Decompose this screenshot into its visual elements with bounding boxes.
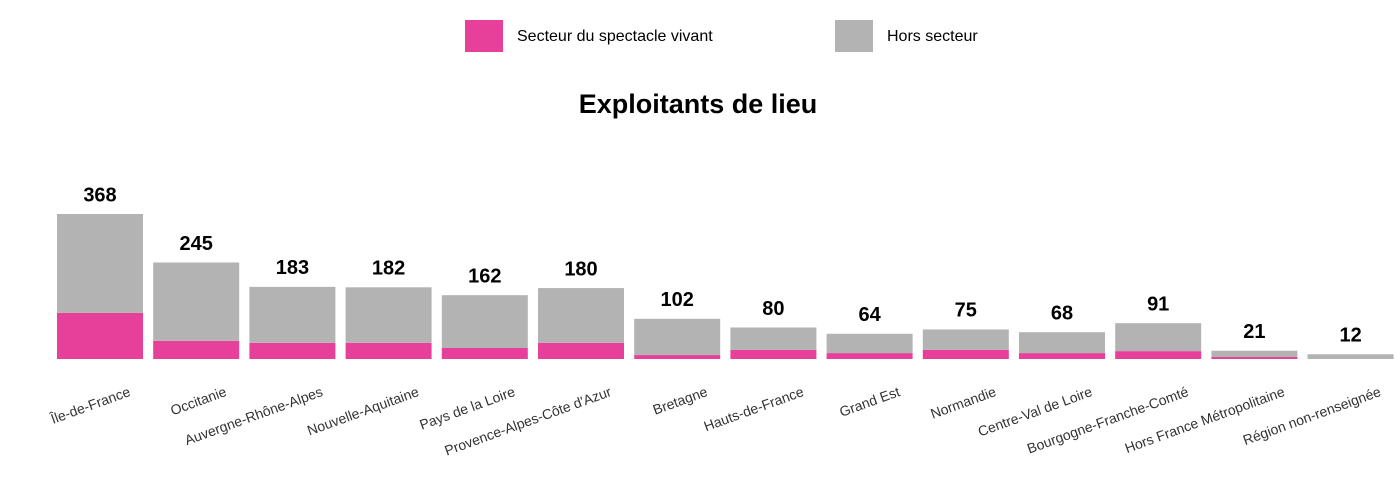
x-tick-label: Île-de-France — [48, 383, 133, 427]
total-label: 180 — [564, 258, 597, 280]
x-tick-label: Hors France Métropolitaine — [1123, 383, 1287, 456]
total-label: 102 — [661, 289, 694, 311]
bar-segment — [153, 262, 240, 341]
x-tick-label: Hauts-de-France — [702, 383, 806, 434]
x-tick-label: Occitanie — [168, 383, 229, 418]
bar-segment — [826, 333, 913, 354]
bar-segment — [1115, 351, 1202, 359]
bar-segment — [441, 347, 528, 359]
bar-segment — [57, 214, 143, 313]
bar-segment — [922, 329, 1009, 350]
bar-segment — [1307, 354, 1394, 359]
total-label: 64 — [858, 304, 881, 326]
total-label: 183 — [276, 257, 309, 279]
bar-segment — [57, 312, 143, 359]
bar-segment — [634, 355, 721, 359]
bar-segment — [345, 287, 432, 343]
bar-segment — [441, 295, 528, 348]
total-label: 245 — [180, 233, 213, 255]
legend-label: Secteur du spectacle vivant — [517, 28, 713, 45]
x-tick-label: Nouvelle-Aquitaine — [305, 383, 421, 438]
bar-segment — [1115, 323, 1202, 352]
total-label: 182 — [372, 258, 405, 280]
total-label: 80 — [762, 298, 784, 320]
bar-segment — [538, 342, 624, 359]
bar-segment — [1019, 353, 1105, 359]
total-label: 368 — [83, 184, 116, 206]
bar-segment — [1211, 350, 1298, 358]
total-label: 162 — [468, 265, 501, 287]
bar-segment — [538, 288, 624, 343]
bar-segment — [249, 342, 336, 359]
total-label: 75 — [955, 300, 977, 322]
x-tick-label: Grand Est — [837, 383, 902, 420]
bar-segment — [922, 349, 1009, 359]
bar-segment — [634, 318, 721, 356]
bar-segment — [153, 340, 240, 359]
x-tick-label: Normandie — [928, 383, 998, 422]
legend-swatch — [835, 20, 873, 52]
bar-segment — [826, 353, 913, 359]
bar-segment — [345, 342, 432, 359]
chart-title: Exploitants de lieu — [579, 89, 818, 119]
legend-label: Hors secteur — [887, 28, 978, 45]
x-tick-label: Bourgogne-Franche-Comté — [1025, 383, 1191, 456]
bar-segment — [1211, 357, 1298, 359]
total-label: 91 — [1147, 293, 1169, 315]
total-label: 68 — [1051, 302, 1073, 324]
total-label: 21 — [1243, 321, 1265, 343]
total-label: 12 — [1339, 325, 1361, 347]
legend-swatch — [465, 20, 503, 52]
bar-segment — [730, 349, 817, 359]
bar-segment — [1019, 332, 1105, 354]
x-tick-label: Provence-Alpes-Côte d'Azur — [442, 383, 613, 458]
bar-segment — [249, 286, 336, 343]
x-tick-label: Bretagne — [651, 383, 710, 418]
bar-segment — [730, 327, 817, 350]
